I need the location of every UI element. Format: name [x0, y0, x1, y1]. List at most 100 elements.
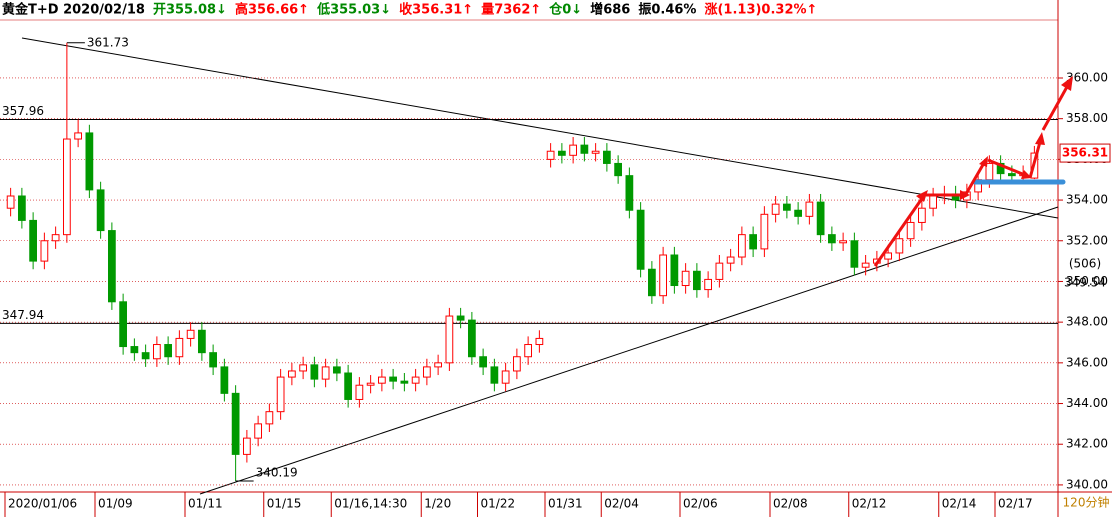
candle-body [18, 195, 26, 221]
candle-body [693, 270, 701, 291]
candle-body [321, 366, 330, 380]
trend-line-lower [199, 206, 1059, 495]
info-count: (506) [1069, 257, 1101, 271]
arrow-head [916, 190, 928, 202]
header-item: 高356.66↑ [235, 2, 309, 18]
candle-body [51, 234, 60, 242]
arrow-head [1035, 132, 1045, 145]
x-tick-label: 01/16,14:30 [334, 497, 407, 511]
arrow-heads [916, 76, 1073, 202]
candle-body [794, 209, 802, 217]
candle-body [389, 376, 397, 382]
arrow-head [1061, 76, 1073, 91]
candle-body [74, 132, 82, 140]
header-item: 收356.31↑ [399, 2, 473, 18]
candle-body [85, 132, 94, 191]
candle-body [805, 201, 814, 217]
header-item: 仓0↓ [548, 2, 582, 18]
candle-body [929, 195, 937, 209]
candle-body [918, 207, 926, 223]
candle-body [231, 392, 240, 455]
candle-body [130, 346, 139, 354]
y-tick-label: 346.00 [1066, 355, 1108, 369]
candle-body [423, 366, 431, 378]
candle-body [861, 262, 870, 268]
candle-body [771, 203, 780, 215]
candle-body [1008, 173, 1016, 177]
candle-body [783, 203, 791, 211]
candle-body [355, 384, 364, 400]
x-tick-label: 02/17 [998, 497, 1033, 511]
candle-body [558, 150, 566, 156]
candle-body [816, 201, 825, 236]
header-item: 涨(1.13)0.32%↑ [703, 3, 817, 18]
x-tick-label: 02/04 [604, 497, 639, 511]
header-item: 量7362↑ [481, 3, 541, 18]
header-item: 振0.46% [638, 2, 696, 18]
candle-body [344, 372, 352, 400]
plot-layer: 340.00 342.00 344.00 346.00 348.00 350.00 352.… [0, 35, 1111, 517]
candle-body [400, 380, 409, 384]
period-label: 120分钟 [1063, 495, 1110, 510]
candle-body [63, 138, 71, 236]
header-item: 黄金T+D 2020/02/18 [2, 2, 145, 18]
y-tick-label: 360.00 [1066, 70, 1108, 84]
candle-body [760, 213, 769, 250]
candle-body [524, 344, 532, 358]
candle-body [681, 270, 690, 287]
candle-body [546, 150, 555, 160]
candle-body [333, 366, 341, 374]
candle-body [40, 240, 49, 262]
candle-body [378, 376, 386, 384]
arrow-head [1021, 170, 1032, 179]
candle-body [726, 256, 735, 264]
x-tick-label: 02/14 [942, 497, 977, 511]
candle-body [648, 268, 656, 297]
arrow [987, 158, 1026, 177]
arrows [873, 84, 1070, 267]
candle-body [591, 150, 600, 154]
header: 黄金T+D 2020/02/18 开355.08↓ 高356.66↑ 低355.03↓… [2, 2, 817, 18]
arrow [1041, 84, 1070, 131]
info-price: 349.54 [1064, 276, 1106, 290]
candle-body [636, 209, 645, 270]
candle-body [366, 382, 375, 386]
candle-body [96, 189, 105, 232]
candle-body [895, 238, 904, 254]
last-price-label: 356.31 [1062, 146, 1108, 160]
candle-body [884, 252, 892, 260]
candle-body [580, 144, 589, 154]
x-tick-label: 02/06 [683, 497, 718, 511]
candle-body [535, 337, 544, 346]
candle-body [704, 278, 712, 291]
arrow-head [960, 190, 970, 200]
y-tick-label: 342.00 [1066, 437, 1108, 451]
last-price-box [1059, 143, 1111, 163]
candle-body [276, 376, 285, 413]
x-tick-label: 01/11 [188, 497, 223, 511]
level-label: 347.94 [2, 308, 44, 322]
candle-body [839, 240, 847, 244]
candle-body [220, 366, 229, 394]
y-tick-label: 340.00 [1066, 477, 1108, 491]
x-tick-label: 01/22 [481, 497, 516, 511]
candle-body [254, 423, 262, 439]
arrow-head [979, 156, 988, 167]
candle-body [456, 315, 465, 321]
x-tick-label: 02/08 [773, 497, 808, 511]
candle-body [614, 162, 622, 177]
candle-body [175, 337, 184, 358]
candle-body [209, 352, 217, 368]
x-tick-label: 01/09 [98, 497, 133, 511]
low-label: 340.19 [256, 466, 298, 480]
y-tick-label: 354.00 [1066, 193, 1108, 207]
y-tick-label: 350.00 [1066, 274, 1108, 288]
y-tick-label: 358.00 [1066, 111, 1108, 125]
y-tick-label: 352.00 [1066, 233, 1108, 247]
candle-body [906, 221, 915, 240]
candle-body [749, 234, 757, 250]
x-tick-label: 2020/01/06 [8, 497, 77, 511]
header-item: 开355.08↓ [153, 3, 227, 18]
